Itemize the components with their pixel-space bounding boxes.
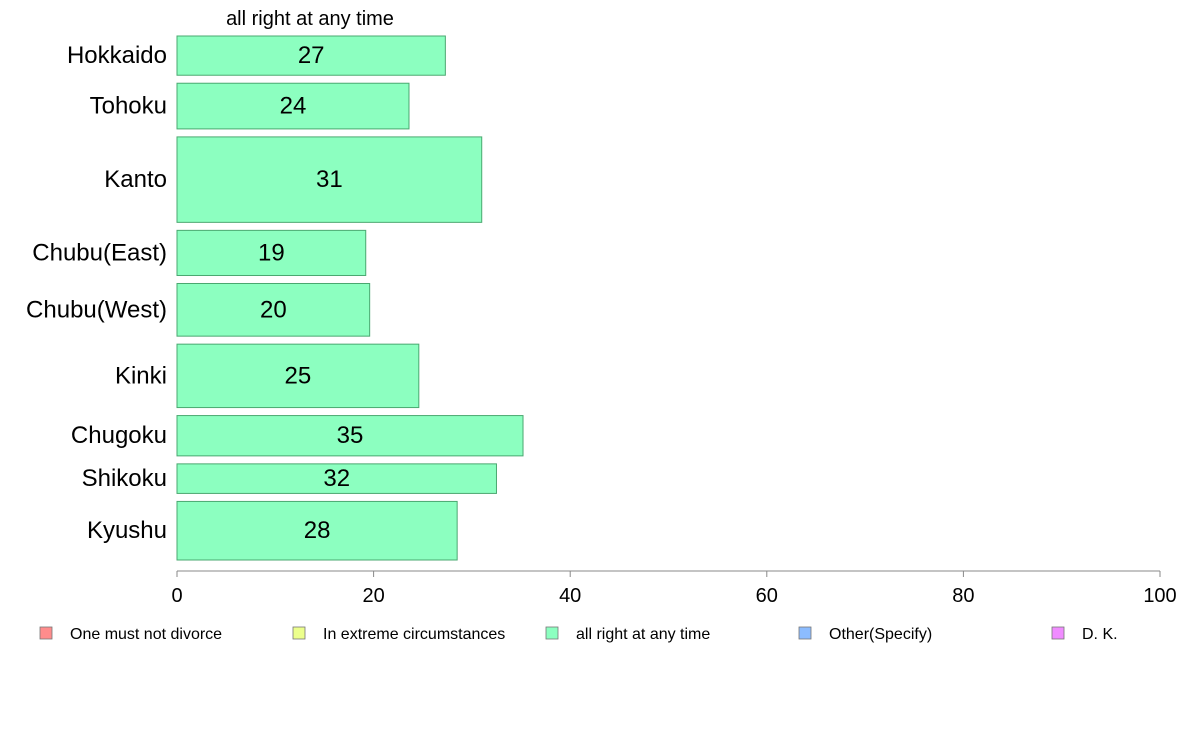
category-label: Kyushu xyxy=(87,517,167,544)
value-label: 27 xyxy=(298,42,325,69)
category-label: Chugoku xyxy=(71,422,167,449)
value-label: 24 xyxy=(280,93,307,120)
legend-swatch xyxy=(1051,626,1065,640)
category-label: Shikoku xyxy=(82,465,167,492)
category-label: Chubu(West) xyxy=(26,296,167,323)
bars-group: Hokkaido 27 Tohoku 24 Kanto 31 Chubu(East) 19 Ch… xyxy=(26,35,524,561)
bar-kanto xyxy=(176,136,483,223)
category-label: Kanto xyxy=(104,166,167,193)
x-tick-label: 20 xyxy=(362,585,384,607)
x-tick-label: 40 xyxy=(559,585,581,607)
category-label: Tohoku xyxy=(90,93,167,120)
bar-kinki xyxy=(176,343,420,409)
category-label: Hokkaido xyxy=(67,42,167,69)
legend-swatch xyxy=(545,626,559,640)
bar-shikoku xyxy=(176,463,497,494)
bar-hokkaido xyxy=(176,35,446,76)
value-label: 31 xyxy=(316,166,343,193)
value-label: 28 xyxy=(304,517,331,544)
legend-label: In extreme circumstances xyxy=(323,626,505,643)
x-tick-label: 60 xyxy=(756,585,778,607)
legend: One must not divorce In extreme circumsta… xyxy=(39,626,1118,643)
x-axis: 0 20 40 60 80 100 xyxy=(171,570,1177,607)
legend-label: One must not divorce xyxy=(70,626,222,643)
category-label: Chubu(East) xyxy=(32,239,167,266)
legend-label: all right at any time xyxy=(576,626,710,643)
legend-swatch xyxy=(798,626,812,640)
legend-swatch xyxy=(39,626,53,640)
bar-chubu-west xyxy=(176,282,371,337)
x-tick-label: 80 xyxy=(952,585,974,607)
bar-tohoku xyxy=(176,82,410,130)
bar-chugoku xyxy=(176,415,524,457)
bar-chubu-east xyxy=(176,229,367,276)
bar-kyushu xyxy=(176,500,458,561)
category-label: Kinki xyxy=(115,362,167,389)
value-label: 25 xyxy=(285,362,312,389)
legend-swatch xyxy=(292,626,306,640)
x-tick-label: 100 xyxy=(1143,585,1176,607)
x-tick-label: 0 xyxy=(171,585,182,607)
value-label: 20 xyxy=(260,296,287,323)
value-label: 32 xyxy=(323,465,350,492)
legend-label: Other(Specify) xyxy=(829,626,932,643)
chart-title: all right at any time xyxy=(226,8,394,30)
value-label: 35 xyxy=(337,422,364,449)
legend-label: D. K. xyxy=(1082,626,1118,643)
value-label: 19 xyxy=(258,239,285,266)
